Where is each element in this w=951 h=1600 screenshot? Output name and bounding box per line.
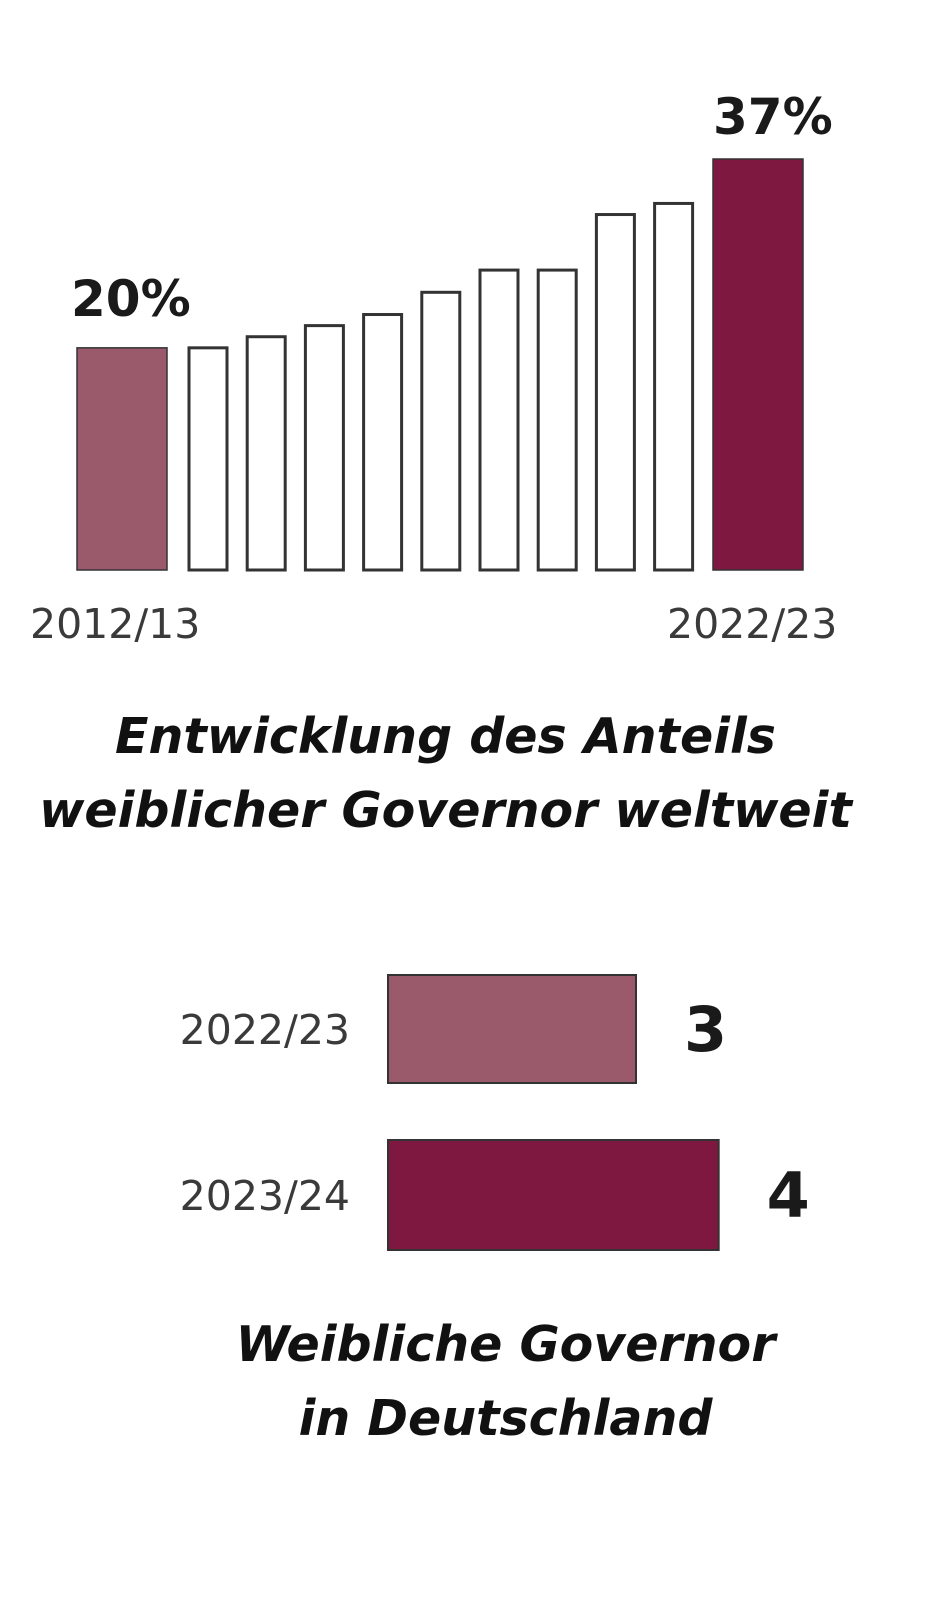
bar-2 [245,335,287,572]
bar-1 [187,346,229,572]
value-label-2022-23: 3 [684,993,727,1066]
bar-0 [76,347,168,571]
germany-count-chart: 2022/23 2023/24 3 4 [180,974,810,1251]
world-chart-title-line-1: Entwicklung des Anteils [115,708,776,765]
bar-7 [536,268,578,572]
germany-chart-title-line-1: Weibliche Governor [235,1316,776,1373]
last-value-label: 37% [713,88,833,146]
hbar-1 [387,1139,720,1251]
bar-9 [653,201,695,572]
y-category-2022-23: 2022/23 [180,1006,350,1054]
bar-4 [362,313,404,572]
world-chart-title: Entwicklung des Anteils weiblicher Gover… [0,700,921,848]
bar-8 [594,213,636,572]
bar-3 [303,324,345,572]
germany-chart-title-line-2: in Deutschland [298,1390,713,1447]
bar-5 [420,290,462,572]
bar-6 [478,268,520,572]
bar-10 [712,158,804,571]
germany-chart-title: Weibliche Governor in Deutschland [30,1308,951,1456]
germany-count-bars [387,974,720,1251]
world-share-bars [76,158,804,572]
hbar-0 [387,974,637,1084]
world-share-chart: 20% 37% 2012/13 2022/23 [30,88,837,648]
world-chart-title-line-2: weiblicher Governor weltweit [39,782,852,839]
value-label-2023-24: 4 [767,1159,810,1232]
first-value-label: 20% [71,270,191,328]
x-tick-first: 2012/13 [30,600,200,648]
x-tick-last: 2022/23 [667,600,837,648]
y-category-2023-24: 2023/24 [180,1172,350,1220]
